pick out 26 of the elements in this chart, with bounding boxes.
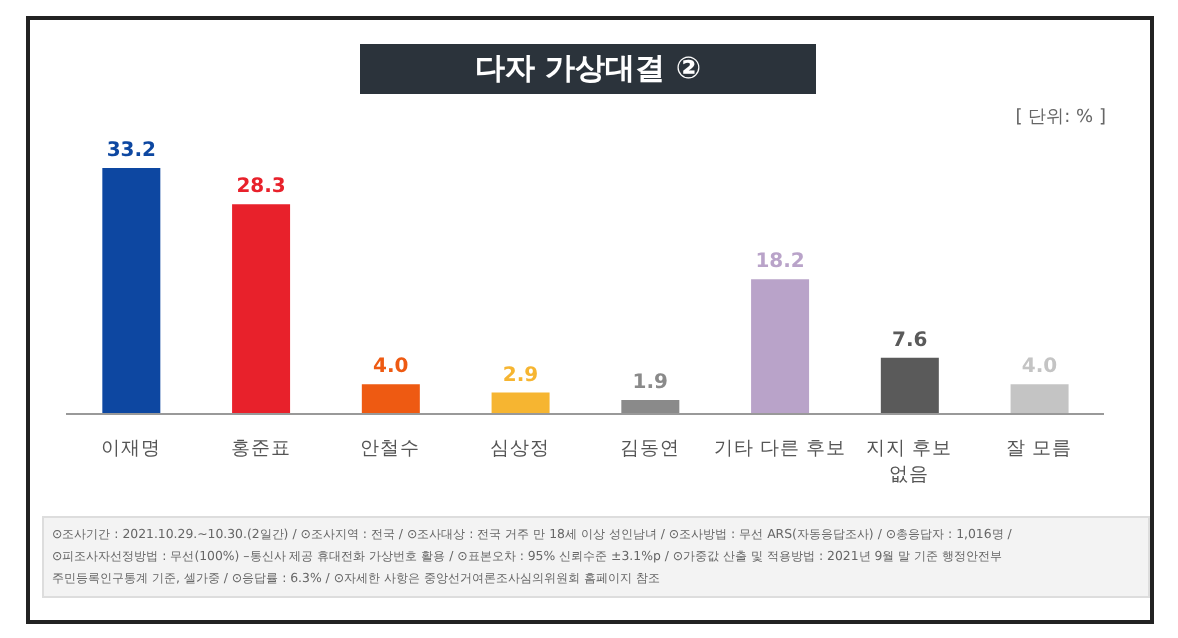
bar [491, 392, 550, 414]
data-label: 2.9 [502, 364, 539, 387]
data-label: 28.3 [236, 176, 286, 199]
bar [1010, 384, 1069, 414]
x-tick-label: 심상정 [490, 438, 551, 460]
bar [232, 204, 291, 414]
data-label: 7.6 [892, 329, 928, 352]
data-label: 33.2 [106, 140, 157, 162]
x-tick-label: 김동연 [619, 438, 680, 460]
x-tick-label: 기타 다른 후보 [713, 438, 846, 460]
data-label: 1.9 [632, 371, 669, 394]
x-tick-label: 홍준표 [230, 438, 291, 460]
data-label: 18.2 [755, 251, 805, 274]
bar [361, 384, 420, 414]
chart-subtitle: [ 단위: % ] [1015, 106, 1106, 130]
data-label: 4.0 [373, 356, 409, 379]
bar [102, 168, 161, 414]
bar [621, 399, 680, 414]
x-tick-label: 지지 후보 없음 [866, 438, 953, 486]
x-tick-label: 이재명 [100, 438, 161, 460]
x-tick-label: 안철수 [360, 438, 421, 460]
bar [880, 357, 939, 414]
x-tick-label: 잘 모름 [1006, 438, 1073, 460]
chart-title: 다자 가상대결 ② [360, 44, 816, 94]
bar [751, 279, 810, 414]
data-label: 4.0 [1021, 356, 1058, 379]
